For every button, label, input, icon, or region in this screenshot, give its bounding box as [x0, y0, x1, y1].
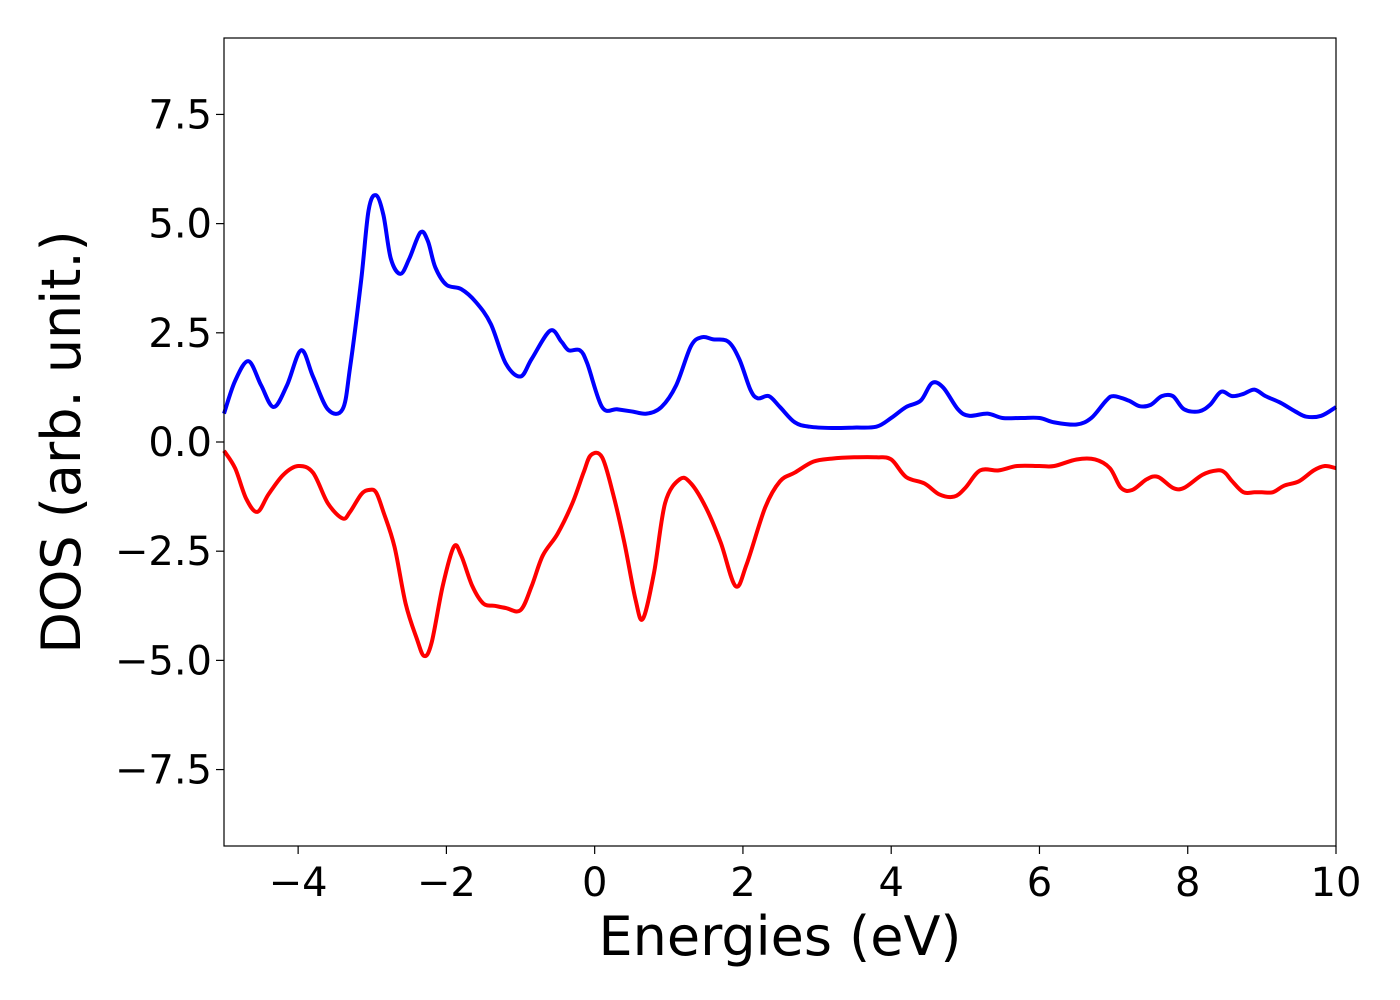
- x-tick-label: 8: [1175, 860, 1200, 906]
- y-tick-label: −5.0: [115, 638, 212, 684]
- y-tick-label: −2.5: [115, 529, 212, 575]
- x-tick-label: 10: [1311, 860, 1362, 906]
- y-tick-label: 2.5: [148, 311, 212, 357]
- series-line-0: [222, 193, 1338, 431]
- x-tick-label: −2: [417, 860, 476, 906]
- x-tick-label: −4: [269, 860, 328, 906]
- y-tick-label: 0.0: [148, 420, 212, 466]
- y-tick-label: −7.5: [115, 748, 212, 794]
- y-axis-ticks: 7.5 5.0 2.5 0.0 −2.5 −5.0 −7.5: [115, 92, 224, 794]
- x-axis-label: Energies (eV): [599, 905, 962, 968]
- x-axis-ticks: −4 −2 0 2 4 6 8 10: [269, 846, 1362, 906]
- y-tick-label: 5.0: [148, 202, 212, 248]
- x-tick-label: 0: [582, 860, 607, 906]
- x-tick-label: 4: [878, 860, 903, 906]
- y-tick-label: 7.5: [148, 92, 212, 138]
- x-tick-label: 2: [730, 860, 755, 906]
- x-tick-label: 6: [1027, 860, 1052, 906]
- series-line-1: [222, 449, 1337, 659]
- series-layer: [222, 193, 1338, 659]
- y-axis-label: DOS (arb. unit.): [30, 230, 93, 653]
